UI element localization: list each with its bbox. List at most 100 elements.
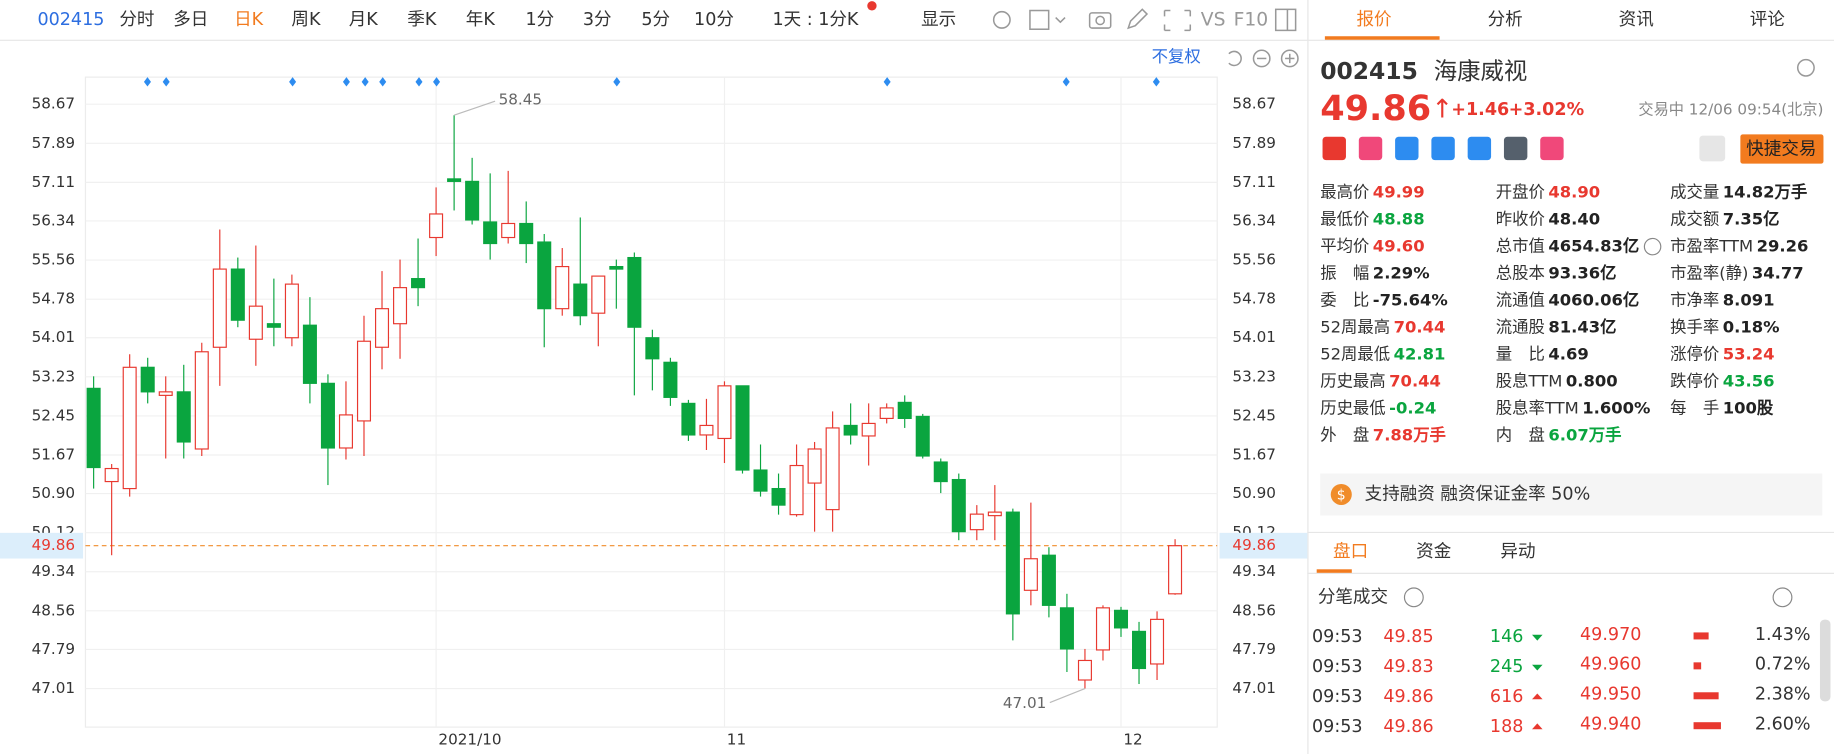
trade-price: 49.85 [1383,627,1433,647]
stat-label: 换手率 [1670,317,1719,336]
candle-body [320,382,335,449]
stat-label: 每 手 [1670,398,1719,417]
stat-label: 涨停价 [1670,344,1719,363]
candle-body [825,427,840,511]
trade-arrow [1532,664,1543,671]
order-price: 49.960 [1580,655,1641,675]
notice-dot [867,1,877,11]
order-price: 49.970 [1580,625,1641,645]
y-tick-label: 57.11 [1232,173,1276,191]
stat-value: 14.82万手 [1723,182,1808,201]
adjust-button[interactable]: 不复权 [1152,47,1201,66]
candle-body [1113,609,1129,629]
event-marker[interactable] [342,77,350,87]
plot-frame [84,76,1218,728]
period-tab[interactable]: 1分 [526,10,555,30]
event-marker[interactable] [883,77,891,87]
event-marker[interactable] [379,77,387,87]
candle-body [789,464,804,516]
panel-name: 海康威视 [1434,57,1528,85]
display-menu[interactable]: 显示 [921,10,956,30]
y-tick-label: 50.90 [1232,484,1276,502]
period-tab[interactable]: 3分 [583,10,612,30]
candle-body [104,467,119,483]
event-marker[interactable] [162,77,170,87]
panel-tab[interactable]: 分析 [1488,10,1523,30]
stat-value: 4654.83亿 [1548,236,1639,255]
candle-body [717,385,732,440]
stock-code[interactable]: 002415 [37,10,104,30]
stat-value: -75.64% [1373,290,1448,309]
vs-button[interactable]: VS [1201,9,1226,30]
order-pct: 2.38% [1755,685,1811,705]
y-tick-label: 47.79 [1232,640,1276,658]
stat-value: 29.26 [1757,236,1809,255]
event-marker[interactable] [1152,77,1160,87]
period-select[interactable]: 1天 : 1分K [772,10,858,30]
candle-body [356,340,372,422]
sub-tab[interactable]: 异动 [1500,542,1535,562]
stat-label: 历史最高 [1320,371,1385,390]
candle-body [158,391,173,396]
stat-value: 4060.06亿 [1548,290,1639,309]
period-tab[interactable]: 10分 [694,10,734,30]
stat-value: 0.18% [1723,317,1780,336]
trade-time: 09:53 [1312,717,1363,737]
candle-body [519,222,534,245]
period-tab[interactable]: 季K [407,10,437,30]
period-tab[interactable]: 月K [349,10,379,30]
candle-body [176,391,191,443]
stat-label: 市净率 [1670,290,1719,309]
panel-tab[interactable]: 报价 [1356,10,1391,30]
period-tab[interactable]: 5分 [641,10,670,30]
y-tick-label: 56.34 [32,211,76,229]
stat-value: 48.90 [1548,182,1600,201]
stat-label: 成交量 [1670,182,1719,201]
order-pct: 1.43% [1755,625,1811,645]
trade-arrow [1532,693,1543,700]
y-tick-label: 57.11 [32,173,76,191]
trade-button[interactable]: 快捷交易 [1746,140,1816,160]
event-marker[interactable] [289,77,297,87]
candle-body [933,461,948,483]
candle-body [1150,618,1165,665]
y-tick-label: 54.01 [1232,328,1276,346]
stat-value: 49.99 [1373,182,1425,201]
y-tick-label: 51.67 [32,446,76,464]
f10-button[interactable]: F10 [1234,9,1269,30]
period-tab[interactable]: 日K [234,10,264,30]
price-band [0,532,84,559]
x-tick-label: 11 [727,730,746,748]
price: 49.86 [1320,88,1431,129]
stat-value: 2.29% [1373,263,1430,282]
panel-tab[interactable]: 资讯 [1619,10,1654,30]
stat-value: 49.60 [1373,236,1425,255]
stat-value: 48.40 [1548,209,1600,228]
candle-body [1005,511,1020,615]
candle-body [212,268,227,348]
trade-volume: 245 [1490,657,1523,677]
period-tab[interactable]: 分时 [119,10,154,30]
trade-arrow [1532,634,1543,641]
sub-tab[interactable]: 资金 [1416,542,1452,562]
order-price: 49.950 [1580,685,1641,705]
period-tab[interactable]: 年K [466,10,496,30]
stat-value: -0.24 [1389,398,1436,417]
event-marker[interactable] [1062,77,1070,87]
stat-value: 8.091 [1723,290,1775,309]
event-marker[interactable] [361,77,369,87]
panel-tab[interactable]: 评论 [1750,10,1786,30]
event-marker[interactable] [143,77,151,87]
period-tab[interactable]: 周K [291,10,321,30]
stat-label: 跌停价 [1670,371,1719,390]
price-arrow: ↑ [1431,94,1453,124]
sub-tab[interactable]: 盘口 [1333,542,1368,562]
y-tick-label: 58.67 [1232,95,1276,113]
trade-time: 09:53 [1312,627,1363,647]
candle-body [248,305,263,340]
event-marker[interactable] [433,77,441,87]
period-tab[interactable]: 多日 [173,10,208,30]
event-marker[interactable] [415,77,423,87]
stat-label: 委 比 [1320,290,1369,309]
candle-body [393,287,408,325]
